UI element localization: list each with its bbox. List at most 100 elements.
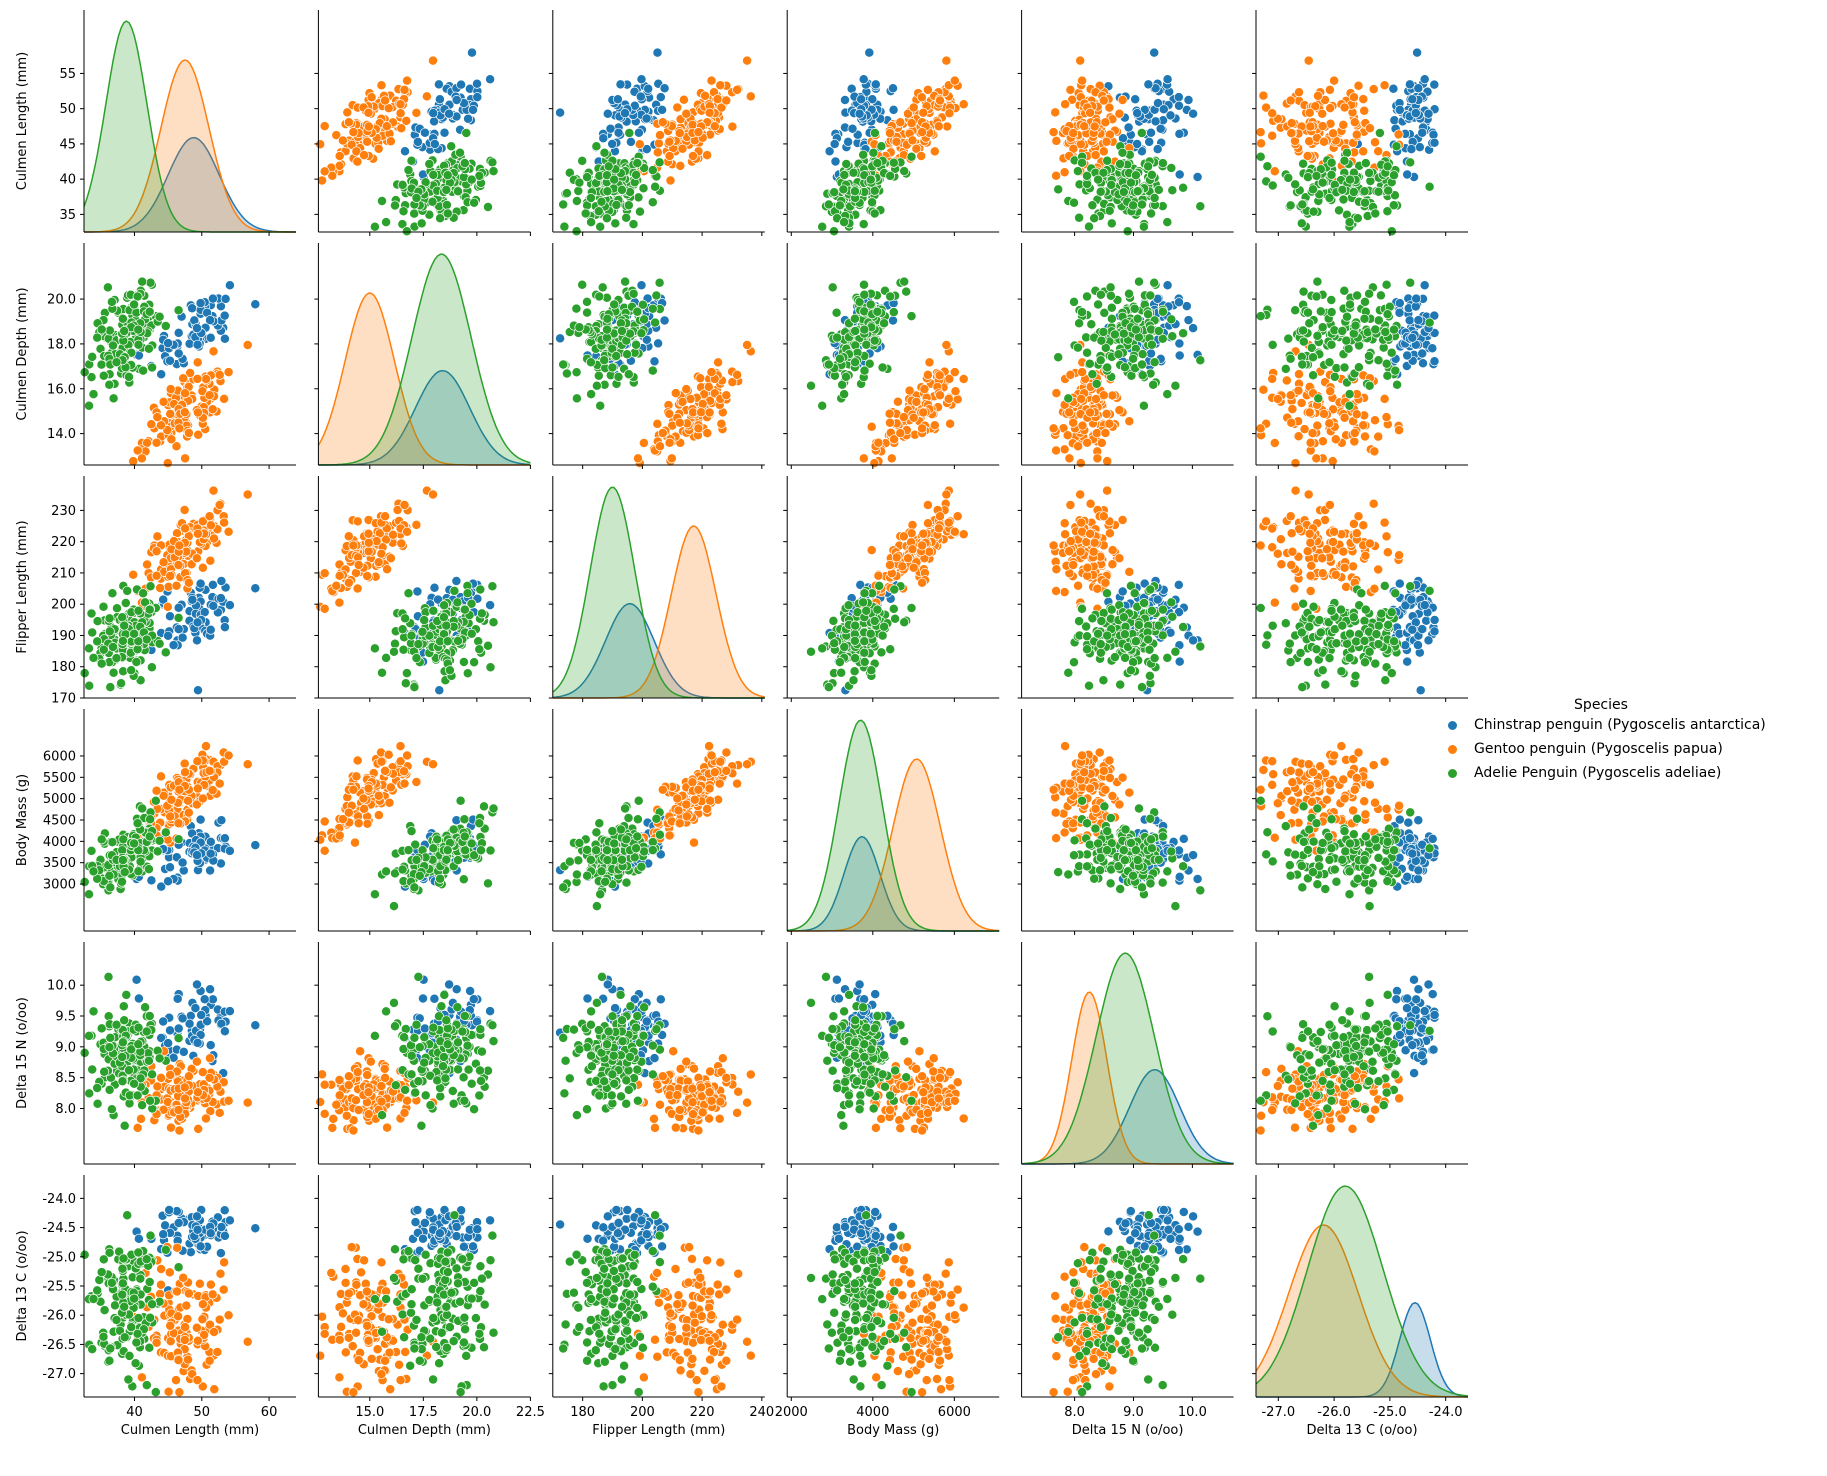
point-gentoo [1089,537,1100,548]
point-adelie [869,128,880,138]
point-chinstrap [173,624,184,635]
point-gentoo [1325,103,1336,114]
point-gentoo [352,156,363,167]
point-chinstrap [1412,47,1423,58]
point-adelie [1382,309,1393,320]
point-gentoo [128,456,139,467]
point-adelie [1297,359,1308,370]
point-gentoo [1338,119,1349,130]
point-chinstrap [602,108,613,119]
point-adelie [1153,184,1164,195]
point-gentoo [1317,108,1328,119]
point-adelie [1130,170,1141,181]
point-gentoo [1370,415,1380,426]
point-adelie [858,149,869,160]
point-chinstrap [250,299,261,310]
point-chinstrap [165,355,175,366]
point-gentoo [1319,136,1329,147]
point-adelie [1167,331,1178,342]
point-adelie [138,588,149,599]
point-gentoo [1329,75,1340,86]
point-gentoo [1358,146,1369,157]
point-adelie [817,221,828,232]
point-adelie [1069,197,1079,208]
point-chinstrap [156,369,167,380]
point-gentoo [934,370,945,381]
point-adelie [469,197,480,208]
point-chinstrap [205,624,216,635]
point-adelie [435,213,446,224]
point-adelie [636,328,647,339]
point-adelie [424,159,435,169]
point-adelie [442,170,453,181]
point-gentoo [891,552,902,563]
point-gentoo [1114,108,1125,119]
point-adelie [1053,352,1064,363]
point-adelie [1144,644,1155,655]
point-gentoo [665,175,676,186]
point-adelie [1344,400,1355,411]
point-adelie [838,184,849,195]
point-adelie [397,179,408,190]
point-adelie [397,219,408,230]
point-chinstrap [1407,332,1418,343]
point-gentoo [917,423,928,434]
point-adelie [411,193,422,203]
point-gentoo [1051,445,1062,456]
point-adelie [850,326,861,336]
point-adelie [841,371,851,382]
point-gentoo [1065,84,1076,95]
point-adelie [858,219,869,230]
point-adelie [848,167,859,178]
point-adelie [459,604,470,615]
point-gentoo [1267,130,1278,141]
point-adelie [104,379,115,390]
point-gentoo [918,407,929,418]
point-gentoo [363,537,374,548]
point-adelie [483,202,493,212]
point-chinstrap [224,280,235,291]
point-adelie [1311,291,1322,302]
point-adelie [1149,357,1160,368]
point-gentoo [918,107,929,118]
point-chinstrap [434,94,445,105]
point-gentoo [732,84,743,95]
point-gentoo [866,421,877,432]
point-gentoo [1258,384,1269,395]
point-chinstrap [636,74,647,85]
point-adelie [1267,180,1278,191]
point-adelie [594,291,605,302]
point-adelie [1132,313,1143,324]
point-chinstrap [193,685,203,696]
point-adelie [111,653,122,664]
point-gentoo [214,500,225,510]
point-gentoo [197,562,208,573]
point-gentoo [664,437,675,448]
point-adelie [631,169,642,180]
point-gentoo [1075,458,1086,469]
point-adelie [861,339,872,350]
point-gentoo [174,423,185,434]
point-gentoo [152,412,163,423]
point-adelie [611,351,622,361]
point-adelie [1313,393,1324,404]
point-gentoo [319,121,330,132]
point-chinstrap [840,95,850,105]
point-adelie [1084,680,1094,691]
point-adelie [108,393,119,404]
point-adelie [133,605,144,616]
point-adelie [1157,604,1168,615]
point-gentoo [943,517,954,528]
point-gentoo [334,597,345,608]
point-gentoo [885,128,895,139]
point-adelie [160,321,171,331]
point-gentoo [693,127,704,138]
point-gentoo [1394,425,1405,436]
point-chinstrap [1188,108,1199,119]
point-adelie [869,616,880,626]
panel-culmen-length-mm-vs-body-mass-g [783,10,1000,237]
point-adelie [843,600,854,611]
point-adelie [1392,379,1403,390]
point-adelie [1102,588,1112,599]
point-chinstrap [1388,83,1399,94]
